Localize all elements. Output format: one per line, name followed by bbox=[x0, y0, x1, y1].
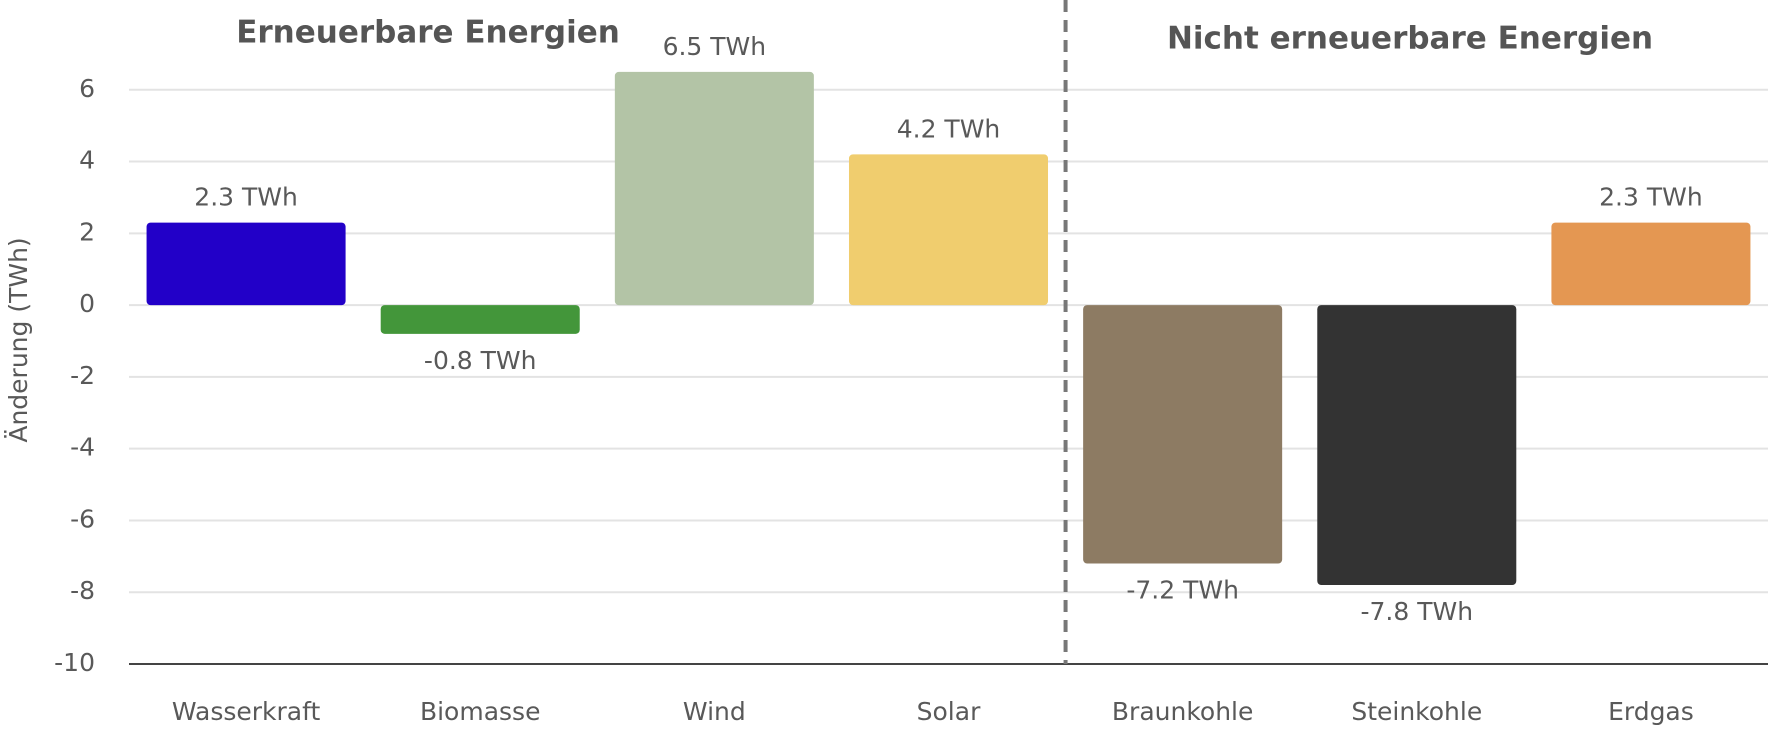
bar bbox=[1083, 305, 1283, 564]
value-label: -7.8 TWh bbox=[1361, 597, 1474, 626]
bar bbox=[146, 222, 346, 306]
x-tick-label: Erdgas bbox=[1608, 697, 1694, 726]
bar bbox=[848, 154, 1049, 306]
x-tick-label: Solar bbox=[917, 697, 981, 726]
y-tick-label: -10 bbox=[54, 648, 95, 677]
x-tick-label: Wind bbox=[683, 697, 746, 726]
bar bbox=[614, 71, 814, 306]
x-tick-label: Biomasse bbox=[420, 697, 541, 726]
y-tick-label: -4 bbox=[70, 433, 95, 462]
value-label: -7.2 TWh bbox=[1126, 576, 1239, 605]
y-tick-label: -8 bbox=[70, 576, 95, 605]
x-tick-label: Wasserkraft bbox=[172, 697, 321, 726]
value-label: 2.3 TWh bbox=[1599, 183, 1703, 212]
y-tick-label: 2 bbox=[79, 217, 95, 246]
value-label: 6.5 TWh bbox=[663, 32, 767, 61]
x-tick-label: Braunkohle bbox=[1112, 697, 1254, 726]
y-axis-label: Änderung (TWh) bbox=[4, 237, 33, 442]
value-label: 4.2 TWh bbox=[897, 114, 1001, 143]
value-label: 2.3 TWh bbox=[194, 183, 298, 212]
y-tick-label: 0 bbox=[79, 289, 95, 318]
x-tick-label: Steinkohle bbox=[1351, 697, 1482, 726]
y-tick-label: 4 bbox=[79, 146, 95, 175]
group-title: Nicht erneuerbare Energien bbox=[1167, 21, 1653, 57]
value-label: -0.8 TWh bbox=[424, 346, 537, 375]
y-tick-label: -2 bbox=[70, 361, 95, 390]
bar bbox=[380, 305, 580, 334]
bar bbox=[1551, 222, 1751, 306]
y-tick-label: 6 bbox=[79, 74, 95, 103]
bar bbox=[1317, 305, 1517, 586]
y-tick-label: -6 bbox=[70, 504, 95, 533]
group-title: Erneuerbare Energien bbox=[236, 15, 620, 51]
